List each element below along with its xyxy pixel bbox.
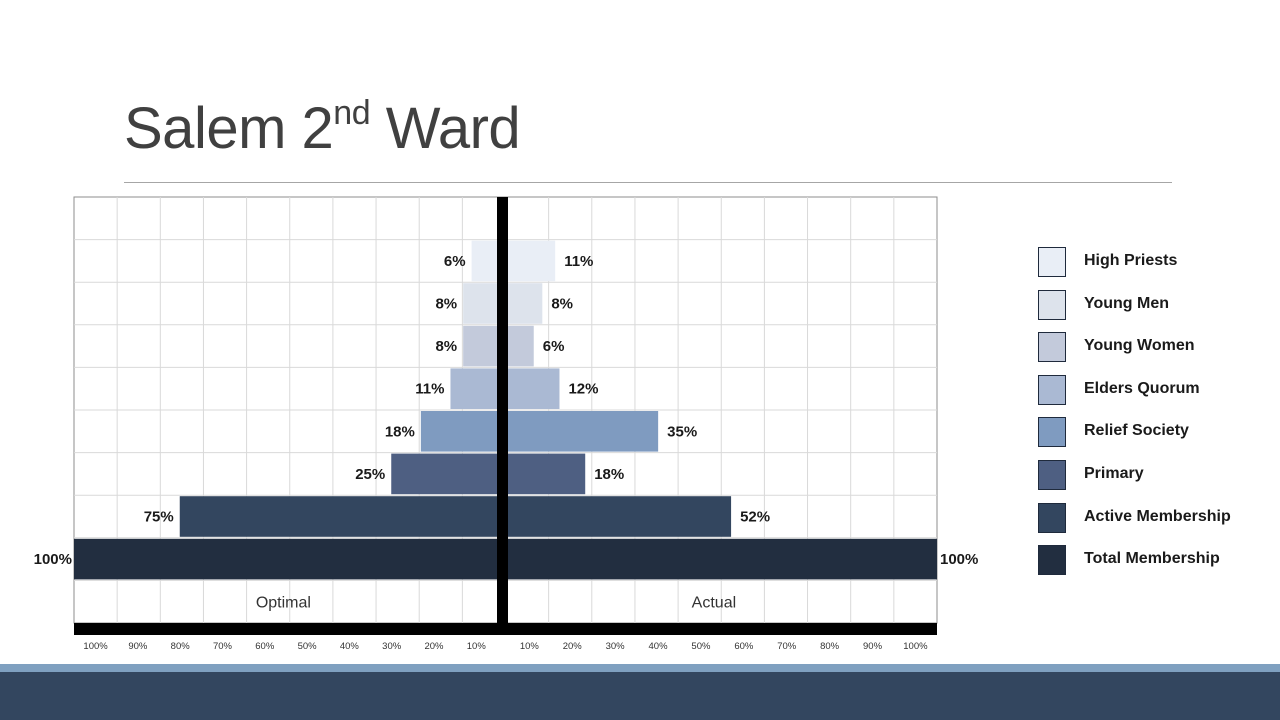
legend-item: Young Men bbox=[1038, 289, 1278, 322]
x-tick-label-right: 80% bbox=[820, 641, 840, 652]
title-rest: Ward bbox=[370, 96, 521, 161]
bar-actual bbox=[508, 453, 586, 495]
x-tick-label-left: 10% bbox=[467, 641, 487, 652]
x-tick-label-left: 70% bbox=[213, 641, 233, 652]
legend-item: Relief Society bbox=[1038, 417, 1278, 449]
footer-band bbox=[0, 672, 1280, 720]
bar-optimal bbox=[420, 411, 497, 452]
data-label-actual: 8% bbox=[551, 296, 573, 313]
x-tick-label-left: 100% bbox=[83, 641, 108, 652]
legend-label: Total Membership bbox=[1084, 550, 1220, 568]
title-main: Salem 2 bbox=[124, 96, 334, 161]
legend-item: High Priests bbox=[1038, 247, 1278, 279]
bar-actual bbox=[508, 368, 560, 409]
legend-label: Young Men bbox=[1084, 294, 1170, 312]
data-label-actual: 100% bbox=[940, 551, 978, 568]
x-tick-label-left: 60% bbox=[255, 641, 275, 652]
data-label-optimal: 8% bbox=[435, 296, 457, 313]
data-label-optimal: 18% bbox=[385, 423, 415, 440]
bar-actual bbox=[508, 496, 732, 537]
legend-item: Young Women bbox=[1038, 332, 1278, 364]
footer-accent-stripe bbox=[0, 664, 1280, 672]
x-tick-label-right: 60% bbox=[734, 641, 754, 652]
x-tick-label-right: 90% bbox=[863, 641, 883, 652]
legend-item: Total Membership bbox=[1038, 545, 1278, 577]
x-tick-label-right: 20% bbox=[563, 641, 583, 652]
legend-swatch bbox=[1038, 545, 1066, 576]
x-tick-label-right: 40% bbox=[649, 641, 669, 652]
bar-optimal bbox=[463, 283, 497, 324]
legend-label: High Priests bbox=[1084, 252, 1178, 269]
bar-actual bbox=[508, 240, 556, 282]
x-tick-label-left: 90% bbox=[128, 641, 148, 652]
data-label-actual: 12% bbox=[568, 381, 598, 398]
x-tick-label-right: 50% bbox=[691, 641, 711, 652]
legend-label: Active Membership bbox=[1084, 507, 1231, 525]
data-label-actual: 6% bbox=[543, 338, 565, 355]
data-label-actual: 35% bbox=[667, 423, 697, 440]
legend-item: Primary bbox=[1038, 460, 1278, 492]
legend-label: Elders Quorum bbox=[1084, 379, 1200, 397]
legend-swatch bbox=[1038, 460, 1066, 490]
bar-actual bbox=[508, 538, 937, 580]
data-label-optimal: 25% bbox=[355, 466, 385, 483]
data-label-actual: 52% bbox=[740, 509, 770, 526]
data-label-actual: 11% bbox=[564, 253, 593, 270]
center-divider bbox=[497, 197, 508, 623]
title-superscript: nd bbox=[333, 94, 371, 132]
bar-optimal bbox=[463, 325, 497, 367]
bar-optimal bbox=[471, 240, 497, 282]
legend-label: Relief Society bbox=[1084, 422, 1189, 440]
x-tick-label-right: 10% bbox=[520, 641, 540, 652]
data-label-optimal: 100% bbox=[34, 551, 72, 568]
legend-swatch bbox=[1038, 332, 1066, 363]
slide-title: Salem 2nd Ward bbox=[124, 96, 521, 158]
side-label-optimal: Optimal bbox=[256, 595, 311, 612]
title-divider bbox=[124, 182, 1172, 183]
legend-swatch bbox=[1038, 247, 1066, 277]
side-label-actual: Actual bbox=[692, 595, 736, 612]
bar-optimal bbox=[179, 496, 497, 537]
legend-swatch bbox=[1038, 374, 1066, 405]
legend-label: Young Women bbox=[1084, 337, 1195, 355]
x-tick-label-right: 30% bbox=[606, 641, 626, 652]
x-tick-label-left: 50% bbox=[298, 641, 318, 652]
x-tick-label-right: 70% bbox=[777, 641, 797, 652]
legend-swatch bbox=[1038, 417, 1066, 448]
data-label-actual: 18% bbox=[594, 466, 624, 483]
bar-actual bbox=[508, 411, 659, 452]
x-tick-label-left: 30% bbox=[382, 641, 402, 652]
bar-optimal bbox=[74, 538, 497, 580]
bar-actual bbox=[508, 325, 534, 367]
legend-item: Elders Quorum bbox=[1038, 374, 1278, 407]
x-axis-bar bbox=[74, 623, 937, 635]
bar-actual bbox=[508, 283, 543, 324]
x-tick-label-left: 40% bbox=[340, 641, 360, 652]
legend-label: Primary bbox=[1084, 465, 1144, 482]
x-tick-label-right: 100% bbox=[903, 641, 928, 652]
data-label-optimal: 8% bbox=[435, 338, 457, 355]
bar-optimal bbox=[391, 453, 497, 495]
data-label-optimal: 6% bbox=[444, 253, 466, 270]
legend-swatch bbox=[1038, 502, 1066, 533]
data-label-optimal: 75% bbox=[144, 509, 174, 526]
data-label-optimal: 11% bbox=[415, 381, 444, 398]
legend-swatch bbox=[1038, 289, 1066, 320]
x-tick-label-left: 20% bbox=[424, 641, 444, 652]
legend-item: Active Membership bbox=[1038, 502, 1278, 535]
x-tick-label-left: 80% bbox=[171, 641, 191, 652]
bar-optimal bbox=[450, 368, 497, 409]
